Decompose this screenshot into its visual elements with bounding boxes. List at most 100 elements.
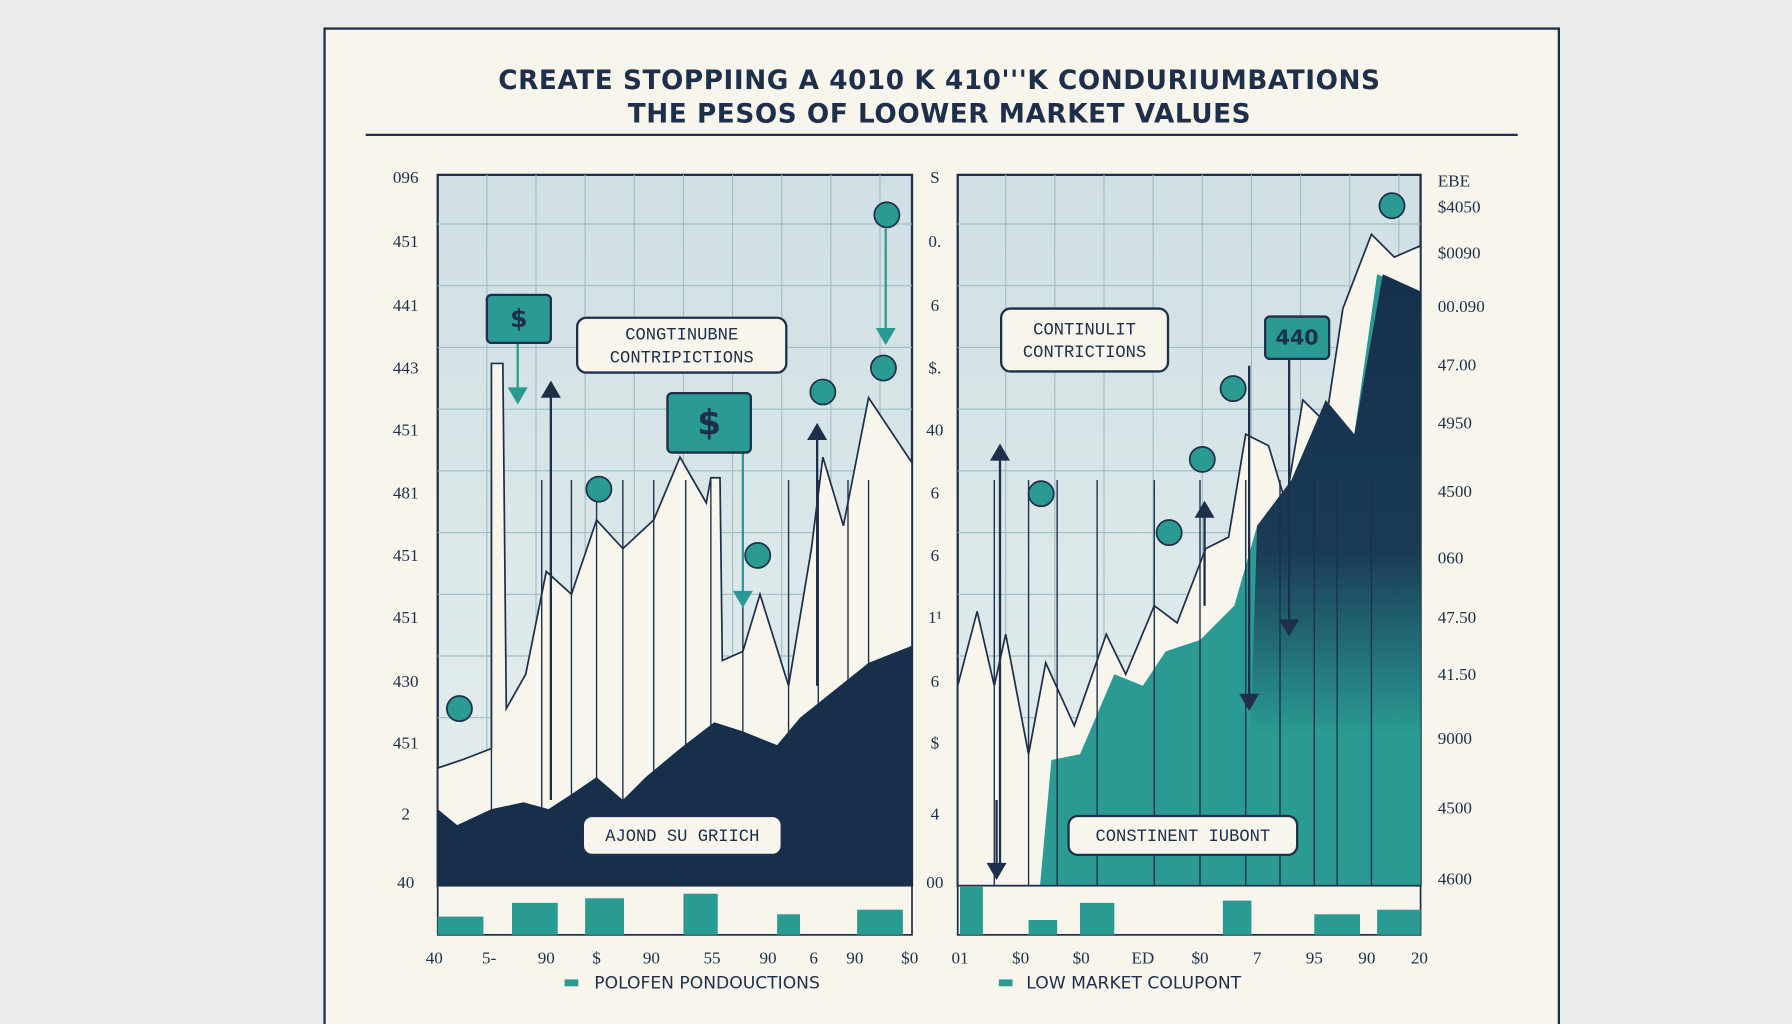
- middle-axis-label: 6: [931, 672, 940, 691]
- tag-text: $: [697, 403, 721, 443]
- arrow-head: [875, 328, 896, 346]
- left-axis-label: 451: [393, 734, 419, 753]
- x-tick-label: 90: [643, 948, 660, 967]
- callout-text: CONTRICTIONS: [1023, 344, 1146, 363]
- arrow-head: [507, 387, 528, 405]
- x-tick-label: 55: [703, 948, 720, 967]
- strip-bars: [437, 886, 1421, 935]
- arrow-head: [1194, 500, 1215, 518]
- middle-axis-label: 6: [931, 296, 940, 315]
- x-tick-label: 01: [951, 948, 968, 967]
- strip-bar: [777, 914, 800, 935]
- strip-bar: [1222, 900, 1252, 935]
- left-dark-area: [437, 645, 912, 886]
- strip-bar: [960, 886, 983, 935]
- texts: CREATE STOPPIING A 4010 K 410'''K CONDUR…: [393, 66, 1485, 993]
- coin-icon: [1027, 480, 1055, 508]
- legend-label: POLOFEN PONDOUCTIONS: [594, 974, 820, 994]
- callout-text: CONGTINUBNE: [625, 326, 738, 345]
- arrow-head: [807, 422, 828, 440]
- tag-box: [1264, 315, 1331, 360]
- callout-box: [1067, 814, 1299, 856]
- strip-bar: [437, 916, 484, 935]
- arrow-head: [732, 590, 753, 608]
- coin-icon: [1155, 519, 1183, 546]
- right-axis-label: 4600: [1438, 870, 1472, 889]
- arrows: [445, 192, 1406, 880]
- coin-icon: [1378, 192, 1406, 220]
- x-tick-label: 90: [759, 948, 776, 967]
- coin-icon: [1219, 375, 1247, 402]
- right-axis-label: 47.50: [1438, 608, 1477, 627]
- right-axis-label: 4500: [1438, 482, 1472, 501]
- middle-axis-label: 1¹: [928, 608, 942, 627]
- middle-axis-label: S: [930, 168, 940, 187]
- x-tick-label: $: [592, 948, 601, 967]
- legend-label: LOW MARKET COLUPONT: [1026, 974, 1241, 994]
- coin-icon: [869, 354, 897, 382]
- right-axis-label: 47.00: [1438, 355, 1477, 374]
- left-axis-label: 451: [393, 608, 419, 627]
- x-tick-label: 90: [538, 948, 555, 967]
- strip-bar: [1314, 914, 1360, 935]
- right-axis-label: $0090: [1438, 243, 1481, 262]
- middle-axis-label: 40: [926, 420, 943, 439]
- arrow-head: [990, 443, 1010, 461]
- x-tick-label: 20: [1411, 948, 1428, 967]
- x-tick-label: 7: [1253, 948, 1262, 967]
- legend-swatch: [998, 979, 1013, 987]
- callout-box: [999, 307, 1170, 373]
- left-axis-label: 40: [397, 873, 414, 892]
- left-axis-label: 443: [393, 359, 419, 378]
- x-tick-label: 6: [809, 948, 818, 967]
- coin-icon: [873, 201, 901, 229]
- strip-bar: [585, 898, 624, 935]
- right-axis-label: 060: [1438, 548, 1464, 567]
- right-axis-label: 41.50: [1438, 665, 1477, 684]
- arrow-head: [540, 380, 561, 398]
- strip-bar: [512, 902, 558, 935]
- tag-text: $: [510, 304, 527, 333]
- strip-bar: [1080, 902, 1115, 935]
- tag-box: [666, 392, 752, 454]
- x-tick-label: 90: [1358, 948, 1375, 967]
- middle-axis-label: $: [931, 734, 940, 753]
- right-axis-label: $4050: [1438, 198, 1481, 217]
- right-axis-label: 4950: [1438, 414, 1472, 433]
- strip-bar: [1377, 909, 1421, 935]
- x-tick-label: ED: [1131, 948, 1154, 967]
- left-axis-label: 096: [393, 168, 419, 187]
- title-line: THE PESOS OF LOOWER MARKET VALUES: [628, 99, 1251, 129]
- strip-bar: [1028, 920, 1058, 935]
- x-tick-label: $0: [1012, 948, 1029, 967]
- left-axis-label: 451: [393, 420, 419, 439]
- middle-axis-label: 00: [926, 873, 943, 892]
- coin-icon: [445, 695, 473, 722]
- coin-icon: [809, 378, 837, 406]
- left-axis-label: 451: [393, 546, 419, 565]
- arrow-head: [1279, 619, 1300, 637]
- left-axis-label: 481: [393, 483, 419, 502]
- middle-axis-label: 6: [931, 546, 940, 565]
- strip-bar: [683, 893, 718, 935]
- arrow-head: [1239, 693, 1260, 711]
- left-axis-label: 2: [401, 804, 410, 823]
- coin-icon: [585, 475, 613, 503]
- left-strip: [436, 884, 913, 936]
- strip-bar: [857, 909, 903, 935]
- x-tick-label: 90: [846, 948, 863, 967]
- coin-icon: [1188, 445, 1216, 473]
- bottom-strip: [436, 884, 1422, 936]
- x-tick-label: 40: [426, 948, 443, 967]
- left-axis-label: 441: [393, 296, 419, 315]
- callout-text: CONTINULIT: [1033, 321, 1136, 340]
- middle-axis-label: 4: [931, 804, 940, 823]
- right-axis-label: EBE: [1438, 171, 1470, 190]
- right-dark-area: [1245, 274, 1421, 886]
- right-axis-label: 00.090: [1438, 297, 1485, 316]
- middle-axis-label: 6: [931, 483, 940, 502]
- left-axis-label: 451: [393, 232, 419, 251]
- right-axis-label: 4500: [1438, 799, 1472, 818]
